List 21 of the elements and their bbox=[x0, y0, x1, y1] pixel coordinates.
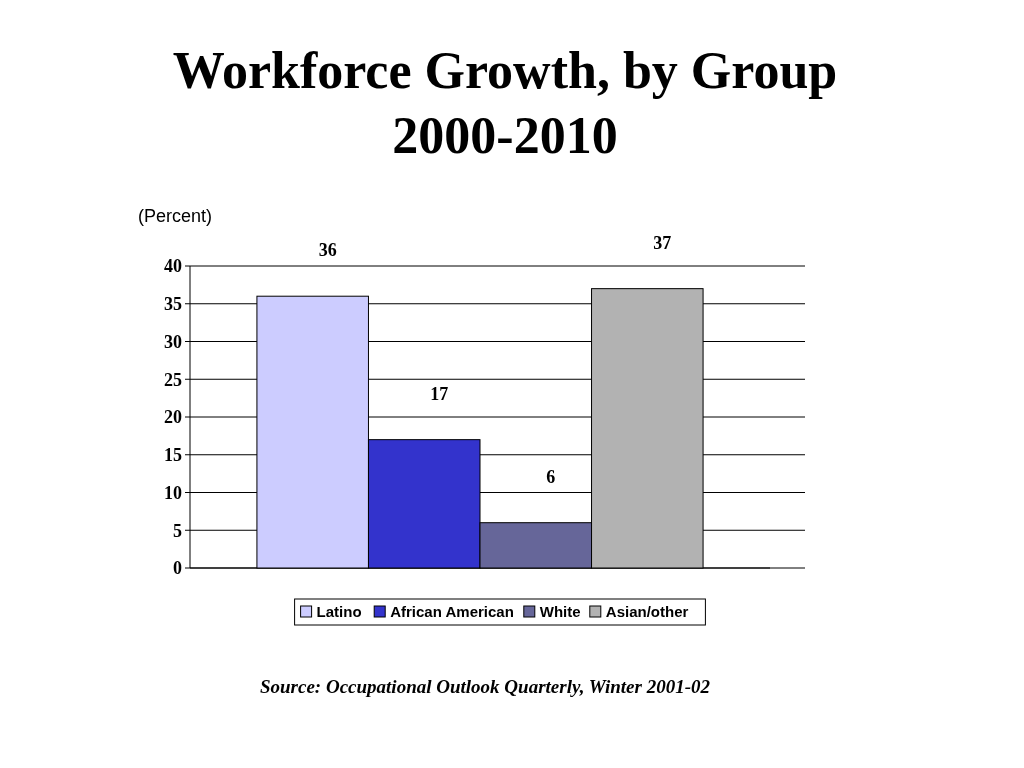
y-tick-label: 25 bbox=[164, 369, 182, 390]
data-label: 36 bbox=[318, 240, 337, 261]
legend-label: White bbox=[539, 603, 581, 621]
y-tick-label: 20 bbox=[164, 407, 182, 428]
y-tick-label: 35 bbox=[164, 294, 182, 315]
y-axis-title: (Percent) bbox=[138, 206, 213, 226]
y-tick-label: 10 bbox=[164, 482, 182, 503]
data-label: 37 bbox=[653, 232, 672, 253]
legend-label: Asian/other bbox=[605, 603, 689, 621]
data-label: 6 bbox=[546, 466, 556, 487]
source-note: Source: Occupational Outlook Quarterly, Winter 2001-02 bbox=[259, 676, 711, 697]
y-tick-label: 30 bbox=[164, 331, 182, 352]
y-tick-label: 15 bbox=[164, 445, 182, 466]
y-tick-label: 0 bbox=[173, 558, 182, 579]
y-tick-label: 5 bbox=[173, 520, 182, 541]
legend-label: Latino bbox=[316, 603, 362, 621]
chart-subtitle: 2000-2010 bbox=[392, 107, 618, 164]
legend-label: African American bbox=[390, 603, 514, 621]
chart-title: Workforce Growth, by Group bbox=[172, 42, 838, 99]
data-label: 17 bbox=[430, 383, 449, 404]
y-tick-label: 40 bbox=[164, 256, 182, 277]
